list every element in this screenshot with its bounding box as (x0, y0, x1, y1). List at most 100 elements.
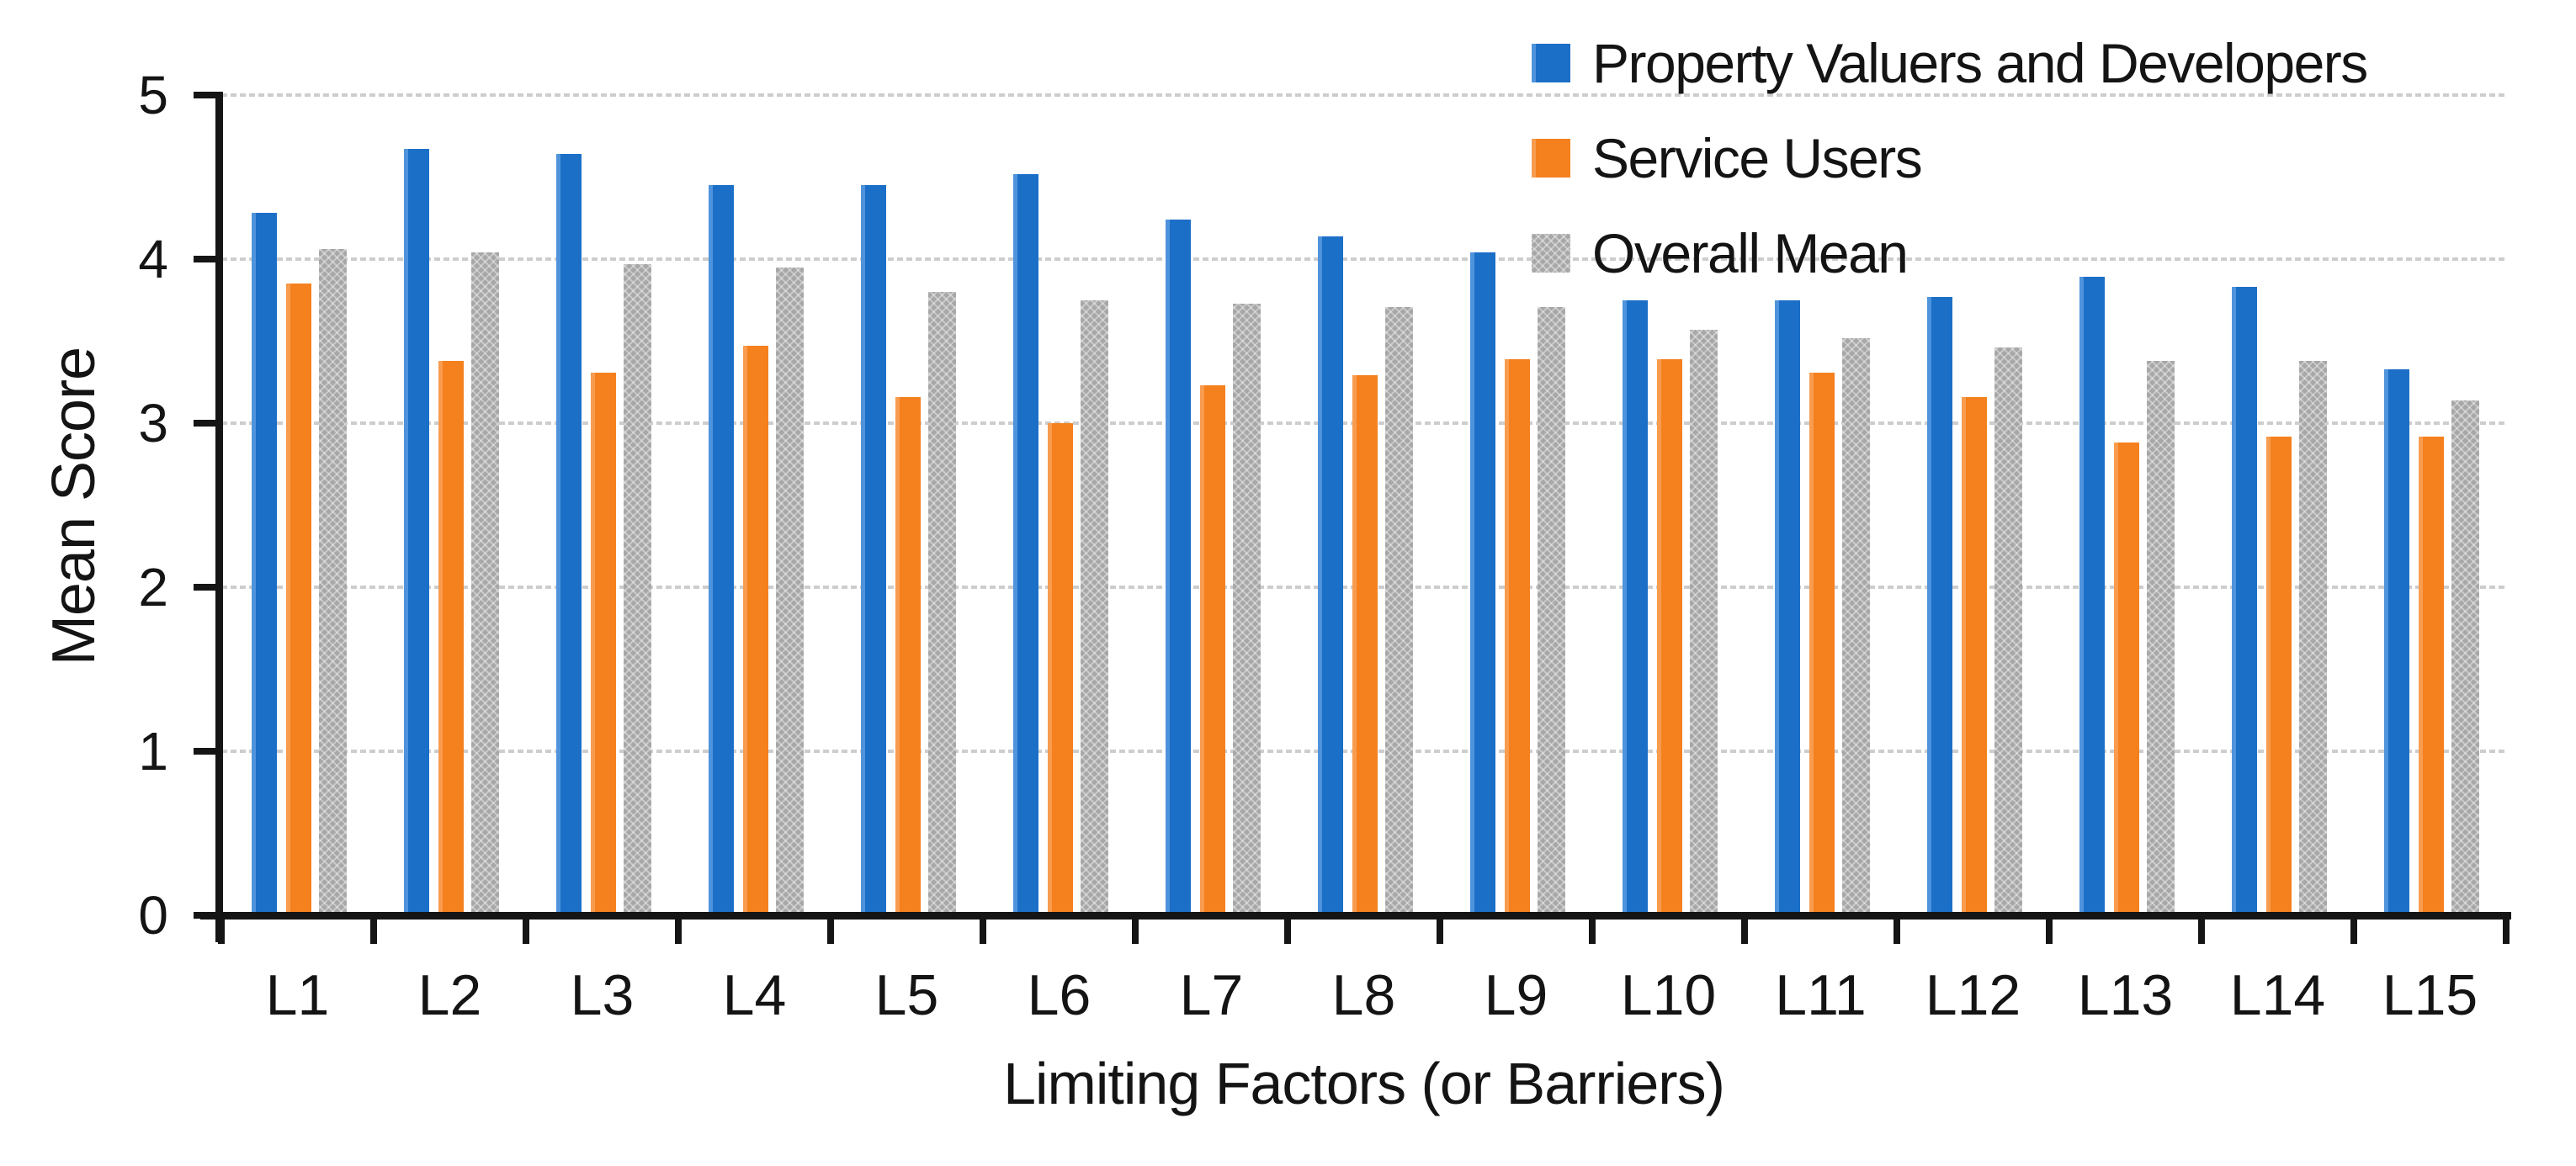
x-category-label-l1: L1 (265, 963, 330, 1027)
legend-item-property-valuers-and-developers: Property Valuers and Developers (1532, 32, 2368, 94)
y-tick-label-4: 4 (138, 229, 168, 289)
legend-swatch-overall-mean (1532, 234, 1570, 273)
bar-l5-service-users (895, 397, 921, 915)
bar-l14-service-users (2266, 437, 2292, 915)
y-tick-label-1: 1 (138, 721, 168, 782)
bar-l8-property-valuers-and-developers (1318, 236, 1343, 915)
y-tick-3 (194, 420, 221, 427)
x-tick-11 (1893, 915, 1900, 944)
x-tick-12 (2046, 915, 2053, 944)
bar-l4-property-valuers-and-developers (709, 185, 734, 915)
bar-l11-service-users (1809, 373, 1835, 915)
legend-swatch-service-users (1532, 139, 1570, 178)
x-axis-title: Limiting Factors (or Barriers) (1003, 1051, 1725, 1116)
bar-l11-property-valuers-and-developers (1775, 300, 1800, 915)
bar-l7-service-users (1200, 385, 1225, 915)
y-tick-5 (194, 92, 221, 98)
bar-l10-property-valuers-and-developers (1623, 300, 1648, 915)
legend-label-overall-mean: Overall Mean (1592, 222, 1909, 284)
y-tick-label-0: 0 (138, 885, 168, 946)
bar-l1-property-valuers-and-developers (252, 213, 277, 915)
x-category-label-l12: L12 (1925, 963, 2021, 1027)
legend-label-service-users: Service Users (1592, 127, 1923, 189)
x-axis-line (200, 912, 2511, 920)
legend-label-property-valuers-and-developers: Property Valuers and Developers (1592, 32, 2368, 94)
x-tick-13 (2198, 915, 2205, 944)
y-tick-label-2: 2 (138, 557, 168, 617)
y-axis-title: Mean Score (40, 347, 108, 666)
x-category-label-l5: L5 (874, 963, 939, 1027)
x-category-label-l13: L13 (2077, 963, 2174, 1027)
legend-item-service-users: Service Users (1532, 127, 1923, 189)
x-category-label-l9: L9 (1484, 963, 1548, 1027)
bar-l9-overall-mean (1538, 307, 1565, 915)
legend-swatch-property-valuers-and-developers (1532, 44, 1570, 82)
bar-l5-overall-mean (928, 292, 956, 915)
bar-l15-overall-mean (2451, 400, 2479, 915)
x-tick-3 (675, 915, 682, 944)
y-tick-2 (194, 584, 221, 591)
y-tick-1 (194, 748, 221, 755)
x-tick-6 (1132, 915, 1139, 944)
legend-item-overall-mean: Overall Mean (1532, 222, 1909, 284)
bar-l12-service-users (1962, 397, 1987, 915)
x-category-label-l10: L10 (1620, 963, 1717, 1027)
bar-l13-overall-mean (2147, 361, 2175, 915)
y-tick-4 (194, 256, 221, 262)
bar-l6-property-valuers-and-developers (1013, 174, 1038, 915)
x-category-label-l6: L6 (1027, 963, 1091, 1027)
x-category-label-l7: L7 (1179, 963, 1244, 1027)
bar-l15-service-users (2419, 437, 2444, 915)
bar-l15-property-valuers-and-developers (2384, 369, 2409, 915)
x-tick-15 (2503, 915, 2510, 944)
bar-l6-overall-mean (1081, 300, 1108, 915)
bar-l3-property-valuers-and-developers (556, 154, 582, 915)
bar-l13-service-users (2114, 443, 2139, 915)
bar-l11-overall-mean (1842, 338, 1870, 915)
x-tick-4 (827, 915, 834, 944)
gridline-y5 (221, 93, 2506, 97)
bar-l12-property-valuers-and-developers (1927, 297, 1952, 915)
bar-l13-property-valuers-and-developers (2079, 277, 2105, 915)
bar-l3-service-users (591, 373, 616, 915)
x-category-label-l4: L4 (722, 963, 787, 1027)
bar-l5-property-valuers-and-developers (861, 185, 886, 915)
bar-l9-property-valuers-and-developers (1470, 252, 1495, 915)
y-tick-label-5: 5 (138, 65, 168, 125)
bar-l14-property-valuers-and-developers (2232, 287, 2257, 915)
bar-l2-service-users (438, 361, 464, 915)
bar-l12-overall-mean (1994, 347, 2022, 915)
x-tick-9 (1589, 915, 1596, 944)
x-tick-5 (980, 915, 986, 944)
gridline-y4 (221, 257, 2506, 261)
bar-l7-property-valuers-and-developers (1166, 220, 1191, 915)
x-category-label-l8: L8 (1331, 963, 1396, 1027)
x-category-label-l14: L14 (2229, 963, 2326, 1027)
y-axis-line (215, 92, 223, 942)
x-category-label-l15: L15 (2382, 963, 2478, 1027)
bar-l8-service-users (1352, 375, 1378, 915)
bar-l1-overall-mean (319, 249, 347, 915)
x-category-label-l2: L2 (417, 963, 482, 1027)
x-tick-10 (1741, 915, 1748, 944)
bar-l10-service-users (1657, 359, 1682, 915)
x-tick-14 (2350, 915, 2357, 944)
x-tick-7 (1284, 915, 1291, 944)
x-tick-1 (370, 915, 377, 944)
bar-l10-overall-mean (1690, 330, 1718, 915)
bar-l2-overall-mean (471, 252, 499, 915)
bar-l2-property-valuers-and-developers (404, 149, 429, 915)
bar-l1-service-users (286, 284, 311, 915)
x-category-label-l3: L3 (570, 963, 635, 1027)
bar-l3-overall-mean (624, 264, 651, 915)
bar-l7-overall-mean (1233, 304, 1261, 915)
bar-l4-overall-mean (776, 268, 804, 915)
bar-l9-service-users (1505, 359, 1530, 915)
bar-l8-overall-mean (1385, 307, 1413, 915)
x-tick-2 (523, 915, 529, 944)
y-tick-0 (194, 912, 221, 919)
bar-l6-service-users (1048, 423, 1073, 915)
x-category-label-l11: L11 (1775, 963, 1867, 1027)
bar-l14-overall-mean (2299, 361, 2327, 915)
